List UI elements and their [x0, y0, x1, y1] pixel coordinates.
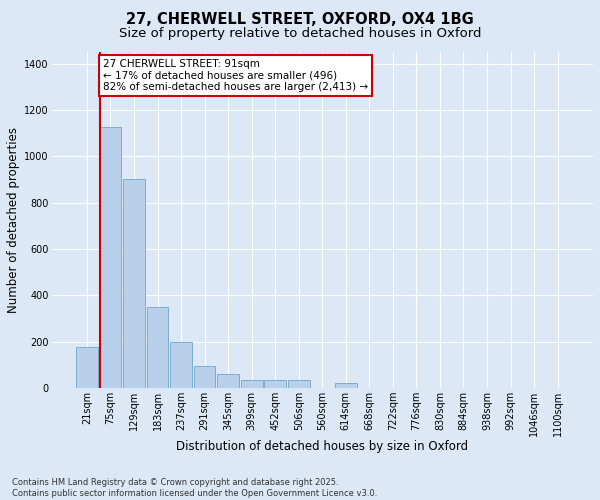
- Bar: [123, 180, 145, 388]
- Bar: [170, 342, 192, 388]
- Bar: [147, 307, 169, 388]
- Bar: [335, 383, 356, 388]
- X-axis label: Distribution of detached houses by size in Oxford: Distribution of detached houses by size …: [176, 440, 469, 453]
- Bar: [288, 380, 310, 388]
- Text: Contains HM Land Registry data © Crown copyright and database right 2025.
Contai: Contains HM Land Registry data © Crown c…: [12, 478, 377, 498]
- Bar: [241, 380, 263, 388]
- Bar: [76, 348, 98, 388]
- Y-axis label: Number of detached properties: Number of detached properties: [7, 127, 20, 313]
- Bar: [217, 374, 239, 388]
- Bar: [194, 366, 215, 388]
- Text: 27, CHERWELL STREET, OXFORD, OX4 1BG: 27, CHERWELL STREET, OXFORD, OX4 1BG: [126, 12, 474, 28]
- Text: 27 CHERWELL STREET: 91sqm
← 17% of detached houses are smaller (496)
82% of semi: 27 CHERWELL STREET: 91sqm ← 17% of detac…: [103, 59, 368, 92]
- Bar: [100, 127, 121, 388]
- Text: Size of property relative to detached houses in Oxford: Size of property relative to detached ho…: [119, 28, 481, 40]
- Bar: [265, 380, 286, 388]
